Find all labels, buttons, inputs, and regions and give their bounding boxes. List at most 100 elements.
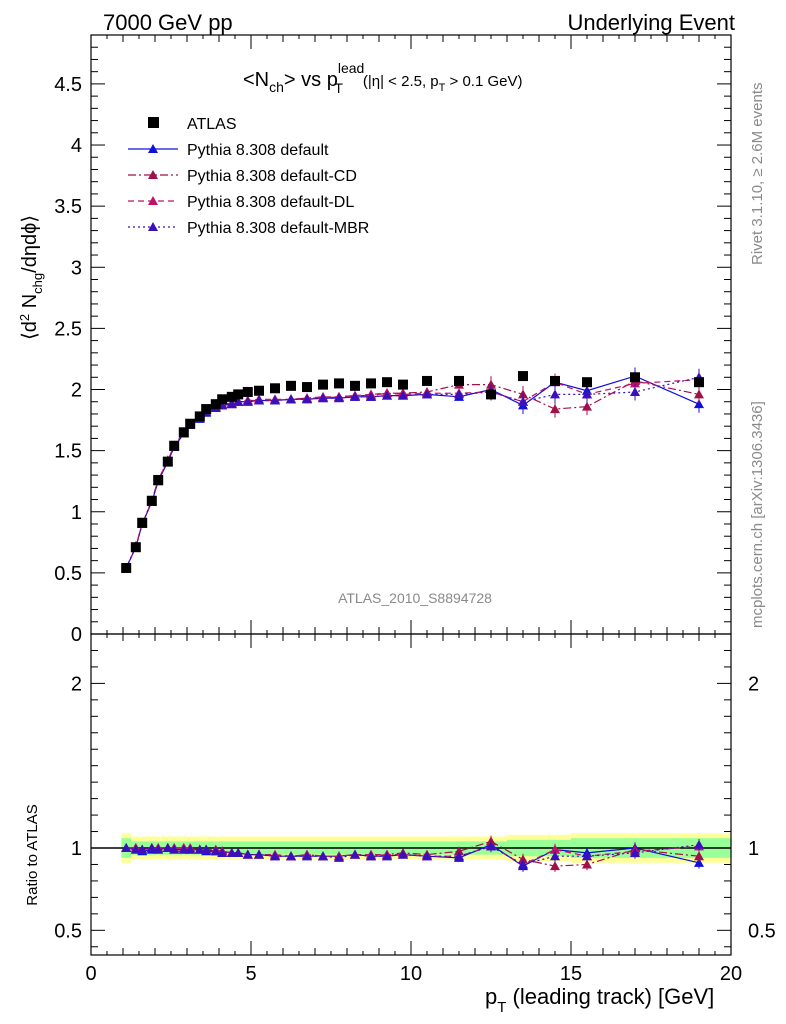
series-1: [121, 367, 704, 872]
y-tick-label: 2: [71, 380, 82, 402]
data-point: [286, 394, 296, 404]
ratio-point: [422, 851, 432, 861]
data-point: [550, 375, 560, 386]
data-point: [350, 380, 360, 391]
ratio-point: [382, 851, 392, 861]
data-point: [318, 379, 328, 390]
series-0: [121, 371, 704, 573]
series-4: [121, 368, 704, 871]
legend-entry-1: Pythia 8.308 default: [128, 142, 329, 159]
data-point: [382, 390, 392, 400]
legend-marker: [148, 144, 158, 153]
legend-entry-0: ATLAS: [148, 116, 237, 133]
data-point: [550, 404, 560, 414]
data-point: [334, 378, 344, 389]
data-point: [302, 382, 312, 393]
ratio-point: [454, 851, 464, 861]
data-point: [454, 389, 464, 399]
data-point: [630, 372, 640, 383]
analysis-watermark: ATLAS_2010_S8894728: [338, 590, 492, 606]
x-tick-label: 5: [245, 963, 256, 985]
data-point: [242, 396, 253, 406]
y-tick-label: 1.5: [54, 441, 82, 463]
data-point: [398, 390, 408, 400]
data-point: [217, 394, 228, 405]
ratio-tick-label: 1: [71, 838, 82, 860]
data-point: [226, 399, 237, 409]
data-series: [121, 367, 704, 872]
mcplots-label: mcplots.cern.ch [arXiv:1306.3436]: [749, 401, 766, 628]
data-point: [582, 377, 592, 388]
data-point: [366, 378, 376, 389]
x-tick-label: 20: [720, 963, 742, 985]
data-point: [254, 385, 264, 396]
legend-entry-2: Pythia 8.308 default-CD: [128, 168, 357, 185]
y-axis-title-ratio: Ratio to ATLAS: [24, 804, 41, 905]
ratio-point: [694, 839, 704, 849]
ratio-point: [146, 843, 157, 852]
legend-entry-4: Pythia 8.308 default-MBR: [128, 220, 369, 237]
ratio-point: [210, 846, 221, 856]
y-tick-label: 0: [71, 624, 82, 646]
ratio-point: [217, 847, 228, 857]
series-2: [121, 372, 704, 872]
ratio-point: [302, 851, 312, 861]
y-tick-label: 0.5: [54, 563, 82, 585]
ratio-point: [233, 847, 244, 857]
legend-marker: [148, 222, 158, 231]
ratio-point: [153, 844, 164, 854]
ratio-frame: [90, 633, 732, 956]
data-point: [178, 427, 189, 438]
ratio-point: [694, 857, 704, 867]
data-point: [366, 391, 376, 401]
data-point: [518, 371, 528, 382]
data-point: [201, 404, 212, 415]
ratio-point: [270, 851, 280, 861]
ratio-point: [242, 849, 253, 859]
ratio-point: [550, 851, 560, 861]
y-axis-title-top: ⟨d2 Nchg/dηdϕ⟩: [17, 215, 45, 340]
data-point: [422, 389, 432, 399]
data-point: [350, 391, 360, 401]
ratio-point: [582, 859, 592, 869]
data-point: [270, 383, 280, 394]
data-point: [694, 389, 704, 399]
data-point: [185, 418, 196, 429]
data-point: [630, 386, 640, 396]
data-point: [422, 375, 432, 386]
y-tick-label: 3.5: [54, 196, 82, 218]
ratio-point: [366, 851, 376, 861]
legend-label: ATLAS: [187, 116, 237, 133]
series-line-top: [125, 379, 700, 569]
data-point: [694, 399, 704, 409]
data-point: [233, 389, 244, 400]
legend-marker: [148, 170, 158, 179]
legend-label: Pythia 8.308 default: [187, 142, 329, 159]
data-point: [137, 517, 148, 528]
legend-entry-3: Pythia 8.308 default-DL: [128, 194, 354, 211]
y-tick-label: 2.5: [54, 318, 82, 340]
legend-label: Pythia 8.308 default-MBR: [187, 220, 369, 237]
data-point: [153, 474, 164, 485]
data-point: [270, 395, 280, 405]
ratio-point: [194, 844, 205, 854]
data-point: [162, 456, 173, 467]
data-point: [518, 396, 528, 406]
data-point: [169, 440, 180, 451]
x-tick-label: 10: [400, 963, 422, 985]
data-point: [398, 379, 408, 390]
data-point: [318, 393, 328, 403]
ratio-point: [334, 852, 344, 862]
data-point: [550, 389, 560, 399]
ratio-point: [486, 841, 496, 851]
data-point: [254, 395, 264, 405]
ratio-point: [169, 844, 180, 854]
data-point: [582, 401, 592, 411]
data-point: [242, 386, 253, 397]
ratio-point: [121, 843, 132, 852]
legend-label: Pythia 8.308 default-DL: [187, 194, 354, 211]
data-point: [210, 399, 221, 410]
legend-marker: [148, 196, 158, 205]
